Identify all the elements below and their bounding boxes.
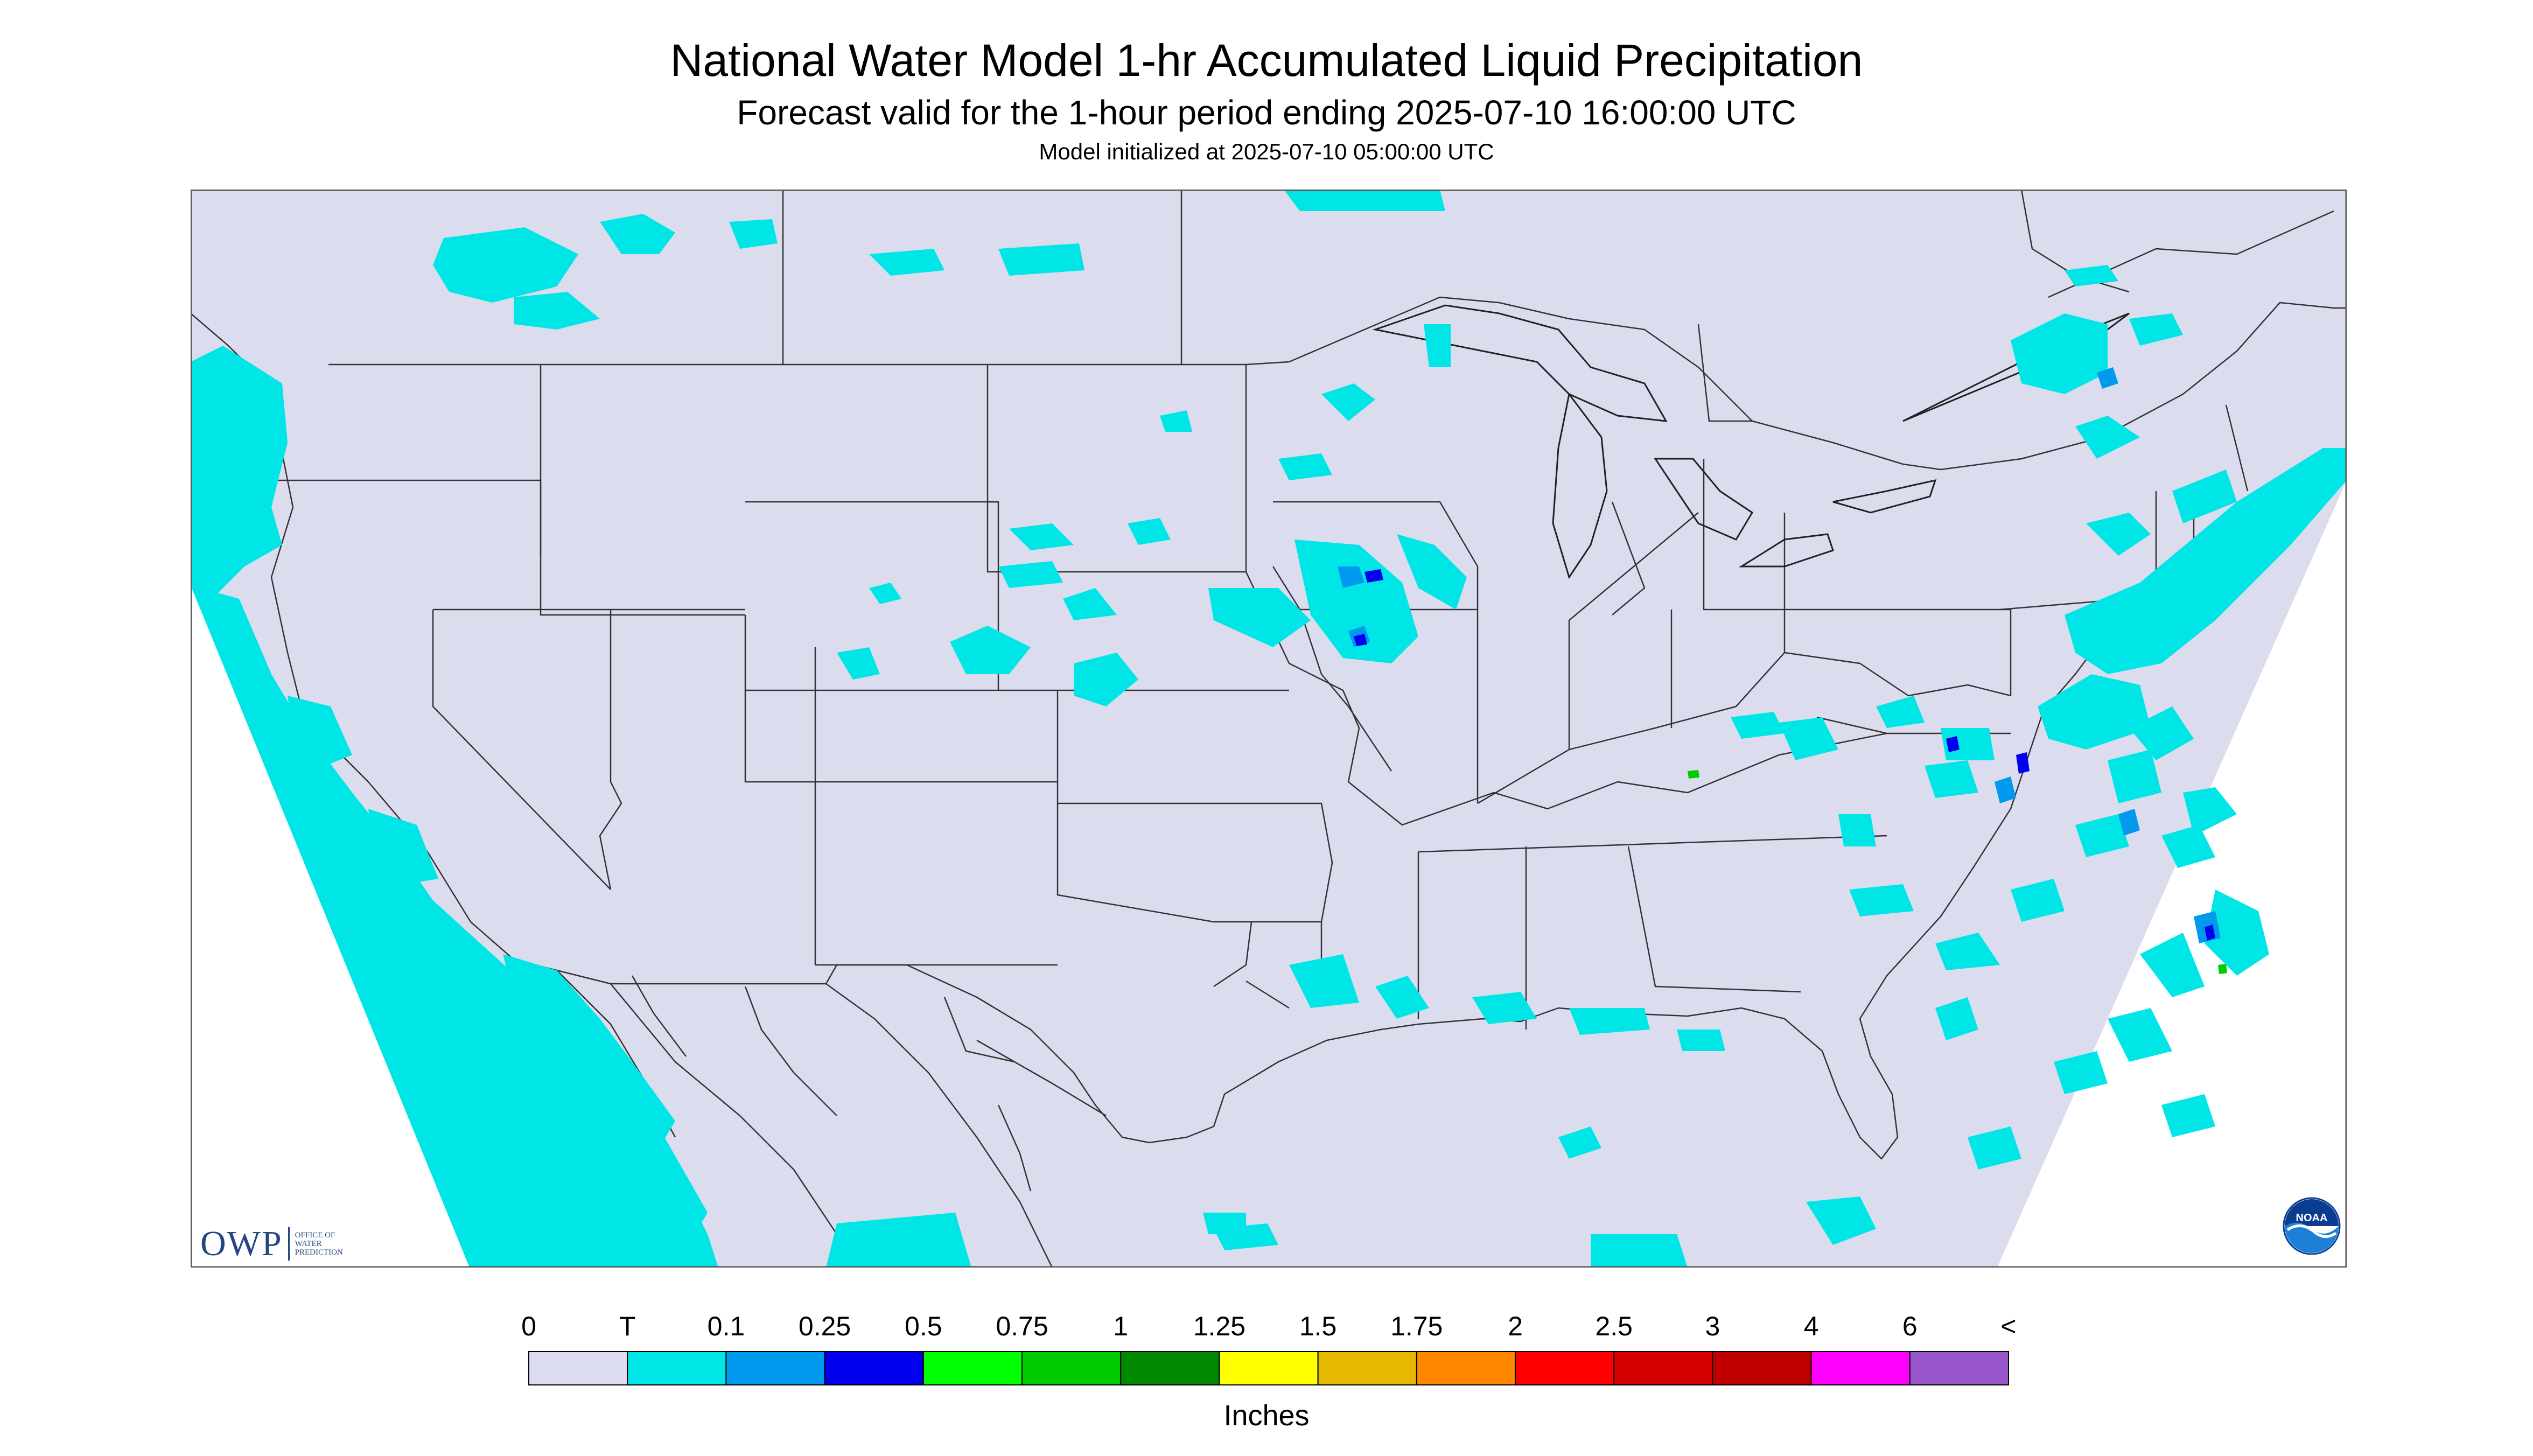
legend-tick-label: 1.5 (1299, 1311, 1337, 1341)
legend-swatch-12 (1712, 1351, 1812, 1385)
legend-tick-label: 0.75 (996, 1311, 1048, 1341)
legend-tick-label: 0 (521, 1311, 536, 1341)
precipitation-map (191, 190, 2347, 1268)
legend-tick-label: 3 (1705, 1311, 1720, 1341)
legend-swatch-11 (1613, 1351, 1713, 1385)
legend-tick-label: 1.25 (1193, 1311, 1245, 1341)
legend-swatch-14 (1909, 1351, 2010, 1385)
legend-tick-label: 4 (1804, 1311, 1819, 1341)
legend-tick-label: 0.1 (708, 1311, 745, 1341)
legend-tick-label: 1.75 (1390, 1311, 1443, 1341)
legend-tick-label: < (2000, 1311, 2016, 1341)
legend-swatch-8 (1317, 1351, 1417, 1385)
legend-swatch-5 (1021, 1351, 1122, 1385)
legend-swatch-7 (1219, 1351, 1319, 1385)
legend-units-label: Inches (1223, 1399, 1310, 1432)
legend-swatch-13 (1810, 1351, 1911, 1385)
legend-tick-label: T (619, 1311, 636, 1341)
legend-swatch-2 (725, 1351, 825, 1385)
legend-swatch-0 (528, 1351, 628, 1385)
map-subtitle: Forecast valid for the 1-hour period end… (737, 93, 1796, 132)
precip-heavy-areas (1688, 770, 2227, 974)
legend-tick-label: 2 (1508, 1311, 1523, 1341)
legend-tick-label: 0.5 (905, 1311, 942, 1341)
legend-swatch-6 (1120, 1351, 1220, 1385)
legend-swatch-4 (922, 1351, 1023, 1385)
legend-swatch-9 (1416, 1351, 1516, 1385)
legend-tick-label: 6 (1902, 1311, 1918, 1341)
owp-logo-divider (288, 1227, 290, 1261)
model-domain (191, 190, 2347, 1268)
owp-logo: OWP OFFICE OF WATER PREDICTION (200, 1223, 343, 1264)
precip-trace-areas (191, 190, 2347, 1268)
owp-logo-subtext: OFFICE OF WATER PREDICTION (295, 1231, 343, 1257)
legend-tick-label: 0.25 (799, 1311, 851, 1341)
model-init-time: Model initialized at 2025-07-10 05:00:00… (1039, 139, 1494, 164)
precip-moderate-areas (1354, 569, 2215, 941)
map-title: National Water Model 1-hr Accumulated Li… (670, 35, 1863, 86)
noaa-logo-icon: NOAA (2283, 1197, 2341, 1255)
state-borders (191, 190, 2347, 1268)
legend-tick-label: 1 (1113, 1311, 1128, 1341)
owp-logo-text: OWP (200, 1224, 283, 1263)
legend-tick-label: 2.5 (1595, 1311, 1633, 1341)
legend-swatch-10 (1515, 1351, 1615, 1385)
legend-swatch-1 (627, 1351, 727, 1385)
svg-text:NOAA: NOAA (2296, 1212, 2328, 1224)
legend-swatch-3 (824, 1351, 924, 1385)
